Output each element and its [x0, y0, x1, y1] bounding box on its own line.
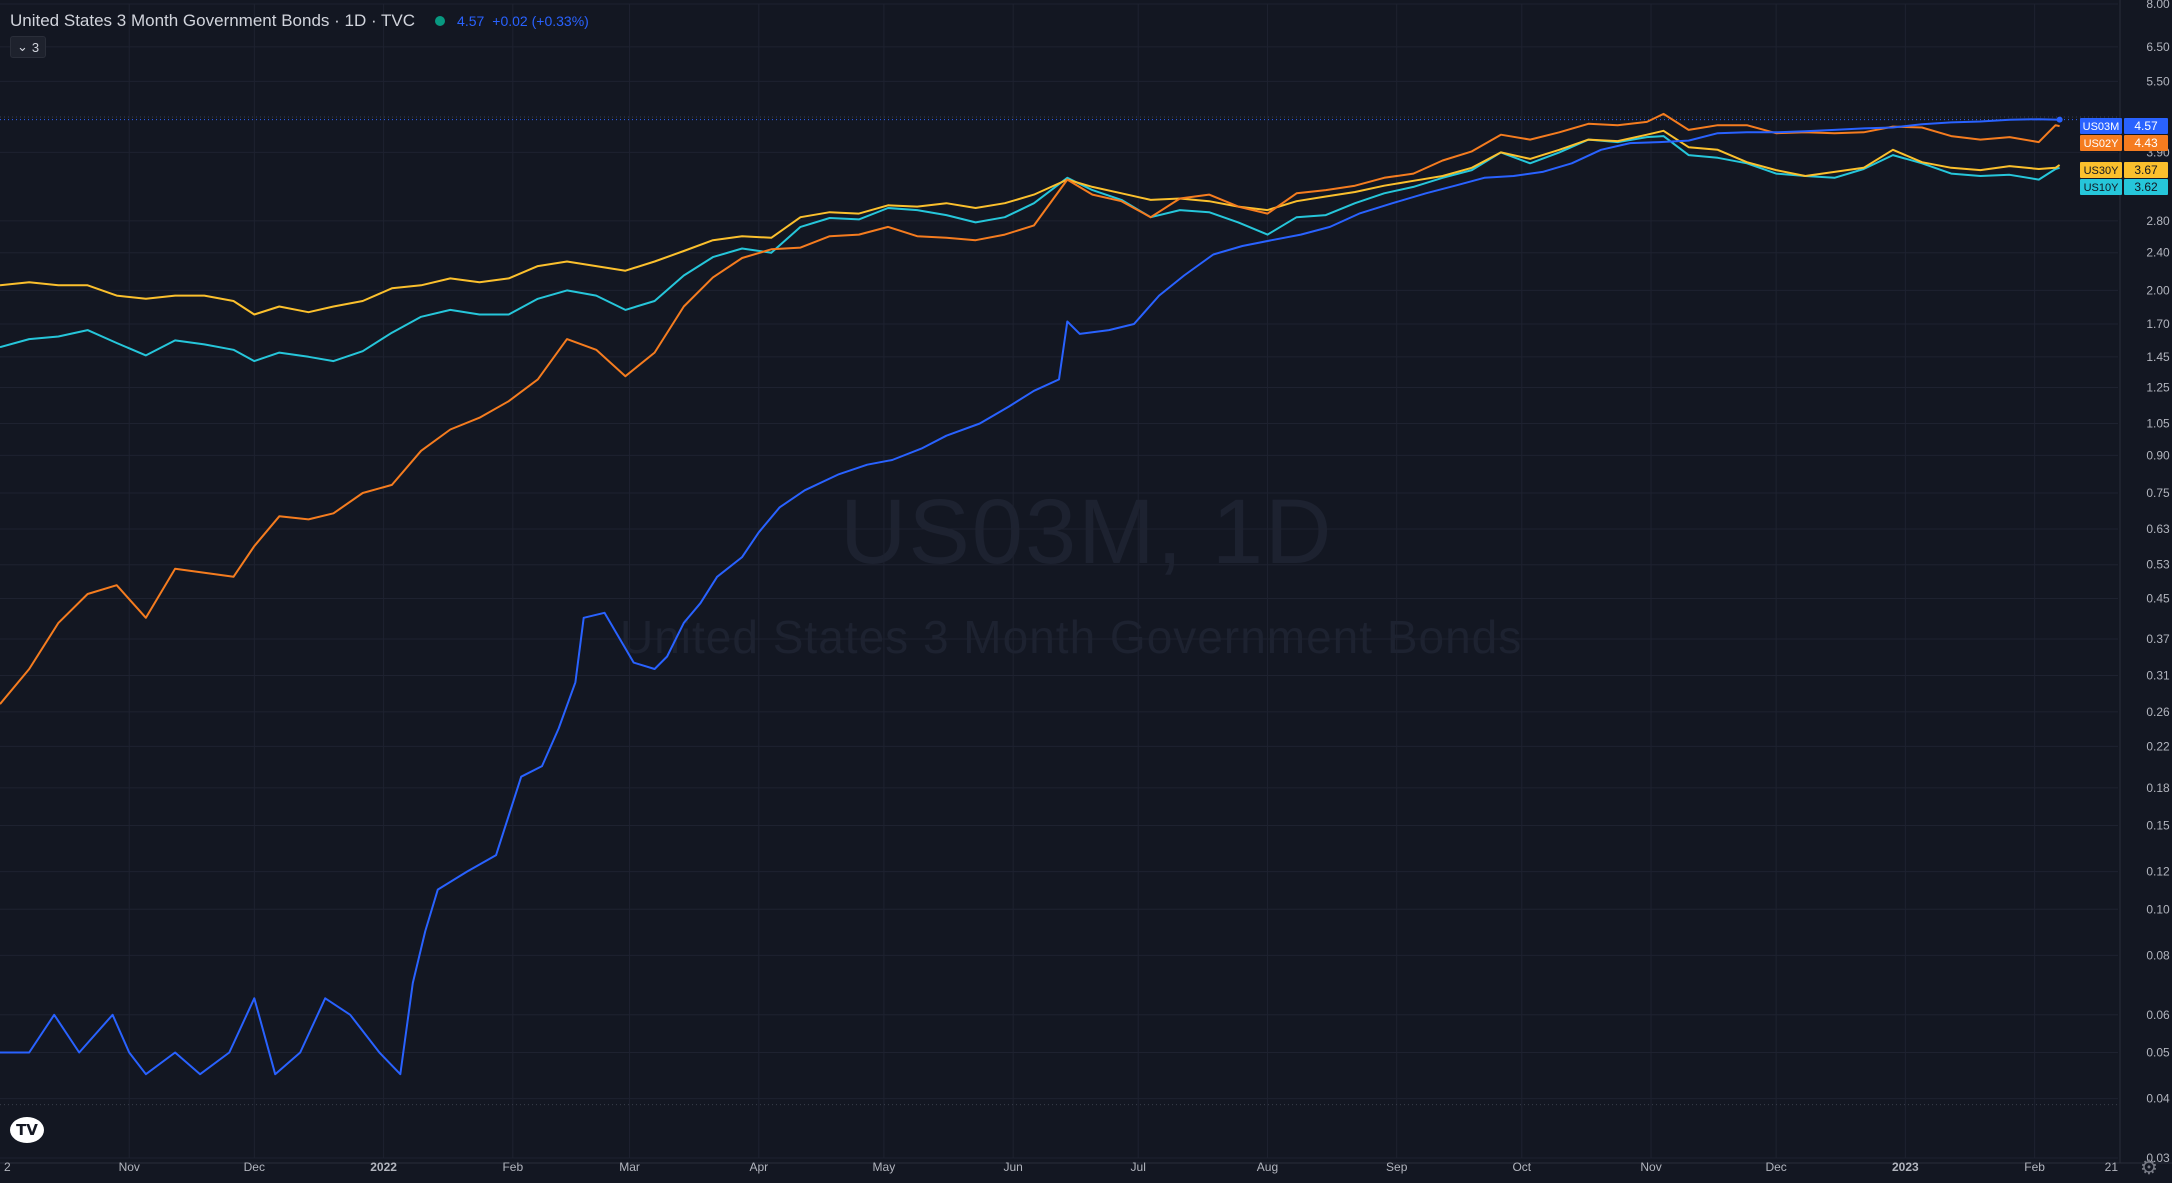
- y-tick-label: 0.04: [2146, 1092, 2170, 1106]
- x-tick-label: 2: [4, 1160, 11, 1174]
- series-price-bg: [2124, 135, 2168, 151]
- x-tick-label: Mar: [619, 1160, 640, 1174]
- x-tick-label: 2023: [1892, 1160, 1919, 1174]
- x-tick-label: May: [873, 1160, 896, 1174]
- y-tick-label: 0.45: [2146, 592, 2170, 606]
- series-tag-bg: [2080, 179, 2122, 195]
- y-tick-label: 1.25: [2146, 380, 2170, 394]
- series-tag-name: US02Y: [2084, 138, 2120, 150]
- series-line-us30y: [0, 129, 2061, 316]
- x-tick-label: Feb: [502, 1160, 523, 1174]
- y-tick-label: 0.53: [2146, 558, 2170, 572]
- collapse-indicators-button[interactable]: ⌄ 3: [10, 36, 47, 58]
- y-tick-label: 0.06: [2146, 1008, 2170, 1022]
- series-line-us10y: [0, 135, 2060, 363]
- series-price-bg: [2124, 118, 2168, 134]
- x-tick-label: Dec: [244, 1160, 265, 1174]
- series-tag-name: US30Y: [2084, 165, 2120, 177]
- series-line-us02y: [0, 112, 2060, 705]
- y-tick-label: 0.75: [2146, 486, 2170, 500]
- y-tick-label: 1.05: [2146, 417, 2170, 431]
- series-tag-bg: [2080, 118, 2122, 134]
- y-tick-label: 0.63: [2146, 522, 2170, 536]
- series-price-label: 4.43: [2134, 136, 2158, 150]
- x-tick-label: Apr: [749, 1160, 768, 1174]
- y-tick-label: 0.15: [2146, 819, 2170, 833]
- y-tick-label: 0.03: [2146, 1151, 2170, 1165]
- y-tick-label: 0.90: [2146, 448, 2170, 462]
- price-change: +0.02 (+0.33%): [492, 13, 589, 29]
- y-tick-label: 0.22: [2146, 739, 2170, 753]
- series-price-label: 3.67: [2134, 163, 2158, 177]
- x-tick-label: Oct: [1512, 1160, 1531, 1174]
- y-tick-label: 5.50: [2146, 74, 2170, 88]
- series-line-us03m: [0, 118, 2060, 1076]
- x-tick-label: Sep: [1386, 1160, 1408, 1174]
- series-price-label: 3.62: [2134, 180, 2158, 194]
- y-tick-label: 2.00: [2146, 283, 2170, 297]
- series-price-label: 4.57: [2134, 119, 2158, 133]
- y-tick-label: 2.80: [2146, 214, 2170, 228]
- y-tick-label: 0.05: [2146, 1045, 2170, 1059]
- symbol-watermark: US03M, 1D: [840, 481, 1334, 583]
- y-tick-label: 0.26: [2146, 705, 2170, 719]
- series-tag-name: US03M: [2083, 121, 2120, 133]
- series-price-bg: [2124, 162, 2168, 178]
- series-tag-bg: [2080, 162, 2122, 178]
- x-tick-label: 2022: [370, 1160, 397, 1174]
- y-tick-label: 0.18: [2146, 781, 2170, 795]
- y-tick-label: 1.70: [2146, 317, 2170, 331]
- series-tag-bg: [2080, 135, 2122, 151]
- y-tick-label: 0.10: [2146, 902, 2170, 916]
- chart-title: United States 3 Month Government Bonds ·…: [10, 11, 416, 30]
- y-tick-label: 6.50: [2146, 40, 2170, 54]
- x-tick-label: Nov: [119, 1160, 140, 1174]
- y-tick-label: 0.12: [2146, 865, 2170, 879]
- x-tick-label: 21: [2105, 1160, 2119, 1174]
- x-tick-label: Feb: [2024, 1160, 2045, 1174]
- y-tick-label: 2.40: [2146, 246, 2170, 260]
- y-tick-label: 0.31: [2146, 669, 2170, 683]
- market-status-icon: [435, 16, 446, 26]
- last-price: 4.57: [457, 13, 485, 29]
- last-point-marker: [2056, 116, 2063, 123]
- y-tick-label: 0.37: [2146, 632, 2170, 646]
- y-tick-label: 1.45: [2146, 350, 2170, 364]
- indicator-count: 3: [31, 39, 40, 55]
- y-tick-label: 8.00: [2146, 0, 2170, 11]
- x-tick-label: Dec: [1765, 1160, 1786, 1174]
- series-tag-name: US10Y: [2084, 182, 2120, 194]
- x-tick-label: Nov: [1640, 1160, 1661, 1174]
- chevron-down-icon: ⌄: [17, 39, 28, 54]
- series-price-bg: [2124, 179, 2168, 195]
- y-tick-label: 0.08: [2146, 948, 2170, 962]
- tradingview-logo[interactable]: TV: [10, 1117, 44, 1143]
- x-tick-label: Jun: [1003, 1160, 1022, 1174]
- description-watermark: United States 3 Month Government Bonds: [620, 611, 1523, 663]
- x-tick-label: Jul: [1131, 1160, 1146, 1174]
- chart-legend: United States 3 Month Government Bonds ·…: [10, 8, 589, 34]
- x-tick-label: Aug: [1257, 1160, 1278, 1174]
- gear-icon[interactable]: ⚙: [2140, 1157, 2158, 1179]
